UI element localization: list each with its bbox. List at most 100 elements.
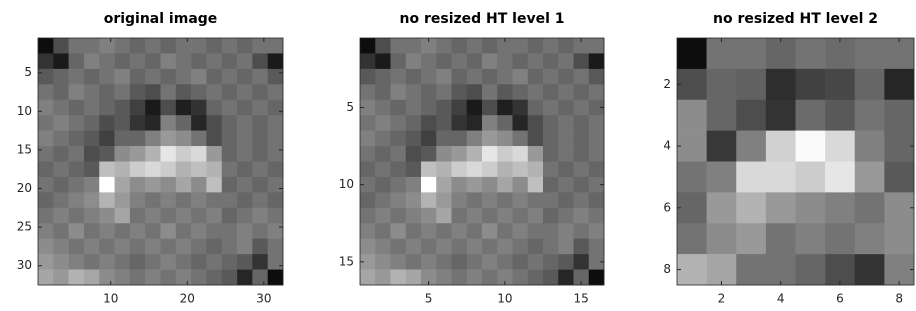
pixel: [69, 84, 77, 92]
pixel: [84, 100, 92, 108]
pixel: [191, 123, 199, 131]
pixel: [153, 223, 161, 231]
pixel: [183, 61, 191, 69]
pixel: [222, 107, 230, 115]
pixel: [268, 216, 276, 224]
pixel: [275, 192, 283, 200]
pixel: [268, 77, 276, 85]
pixel: [513, 115, 529, 131]
pixel: [214, 216, 222, 224]
pixel: [360, 84, 376, 100]
pixel: [138, 123, 146, 131]
pixel: [275, 208, 283, 216]
pixel: [183, 69, 191, 77]
pixel: [145, 277, 153, 285]
pixel: [268, 84, 276, 92]
pixel: [222, 100, 230, 108]
pixel: [558, 177, 574, 193]
pixel: [161, 154, 169, 162]
pixel: [84, 208, 92, 216]
pixel: [543, 239, 559, 255]
pixel: [237, 192, 245, 200]
pixel: [61, 200, 69, 208]
pixel: [176, 146, 184, 154]
pixel: [115, 84, 123, 92]
pixel: [260, 100, 268, 108]
pixel: [183, 154, 191, 162]
pixel: [513, 208, 529, 224]
axes: 5101551015no resized HT level 1: [339, 11, 605, 306]
pixel: [115, 169, 123, 177]
pixel: [138, 138, 146, 146]
pixel: [260, 84, 268, 92]
pixel: [122, 61, 130, 69]
pixel: [245, 154, 253, 162]
pixel: [115, 231, 123, 239]
pixel: [229, 270, 237, 278]
pixel: [214, 131, 222, 139]
pixel: [176, 92, 184, 100]
pixel: [191, 216, 199, 224]
pixel: [115, 100, 123, 108]
pixel: [406, 84, 422, 100]
pixel: [53, 231, 61, 239]
pixel: [145, 131, 153, 139]
pixel: [884, 38, 914, 69]
pixel: [206, 177, 214, 185]
pixel: [237, 246, 245, 254]
pixel: [574, 239, 590, 255]
pixel: [558, 100, 574, 116]
pixel: [222, 270, 230, 278]
pixel: [99, 223, 107, 231]
pixel: [199, 277, 207, 285]
pixel: [76, 246, 84, 254]
pixel: [406, 223, 422, 239]
pixel: [245, 53, 253, 61]
pixel: [153, 200, 161, 208]
pixel: [436, 146, 452, 162]
pixel: [69, 270, 77, 278]
pixel: [275, 53, 283, 61]
pixel: [84, 123, 92, 131]
pixel: [92, 154, 100, 162]
pixel: [229, 146, 237, 154]
pixel: [145, 185, 153, 193]
pixel: [191, 61, 199, 69]
pixel: [130, 61, 138, 69]
pixel: [69, 177, 77, 185]
pixel: [176, 162, 184, 170]
pixel: [38, 115, 46, 123]
pixel: [406, 177, 422, 193]
pixel: [84, 162, 92, 170]
pixel: [145, 246, 153, 254]
pixel: [268, 107, 276, 115]
pixel: [796, 254, 826, 285]
pixel: [153, 146, 161, 154]
pixel: [191, 231, 199, 239]
pixel: [237, 277, 245, 285]
pixel: [76, 185, 84, 193]
pixel: [122, 53, 130, 61]
pixel: [38, 192, 46, 200]
pixel: [46, 277, 54, 285]
pixel: [766, 162, 796, 193]
pixel: [421, 254, 437, 270]
pixel: [84, 84, 92, 92]
pixel: [69, 115, 77, 123]
pixel: [115, 154, 123, 162]
pixel: [38, 46, 46, 54]
pixel: [122, 223, 130, 231]
pixel: [122, 200, 130, 208]
pixel: [99, 46, 107, 54]
pixel: [482, 223, 498, 239]
pixel: [61, 146, 69, 154]
pixel: [107, 231, 115, 239]
pixel: [206, 107, 214, 115]
pixel: [736, 162, 766, 193]
pixel: [138, 92, 146, 100]
pixel: [92, 262, 100, 270]
chart-title: no resized HT level 2: [713, 11, 878, 27]
pixel: [145, 162, 153, 170]
pixel: [707, 192, 737, 223]
pixel: [84, 192, 92, 200]
